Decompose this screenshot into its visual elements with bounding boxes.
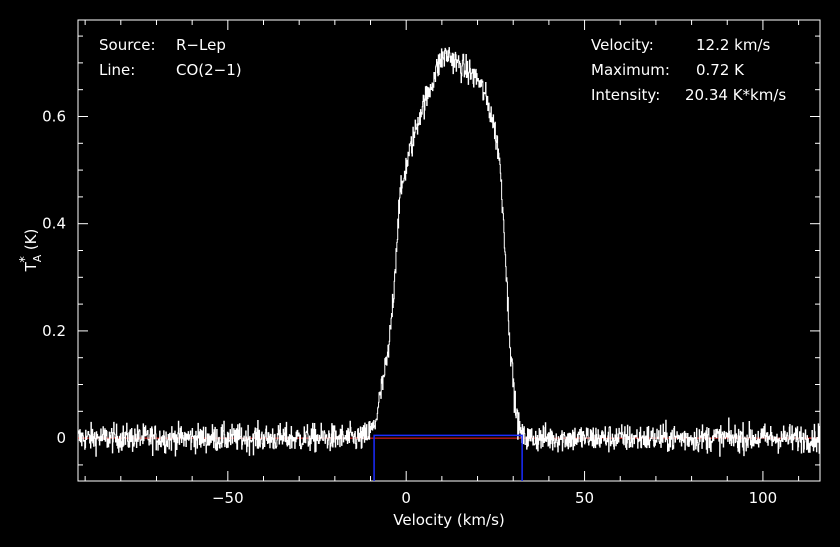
y-tick-label: 0.6 [42,107,66,125]
line-value: CO(2−1) [176,61,242,79]
x-axis-label: Velocity (km/s) [393,511,504,529]
y-axis-label-main: T [22,261,40,272]
integration-window [373,434,523,481]
x-tick-label: 50 [575,489,594,507]
y-tick-label: 0 [56,429,66,447]
maximum-key: Maximum: [591,61,670,79]
y-tick-label: 0.2 [42,322,66,340]
line-key: Line: [99,61,135,79]
tick-labels: −50 0 50 100 0 0.2 0.4 0.6 [42,107,777,507]
intensity-key: Intensity: [591,86,660,104]
velocity-value: 12.2 km/s [696,36,771,54]
y-tick-label: 0.4 [42,215,66,233]
intensity-value: 20.34 K*km/s [685,86,786,104]
y-axis-label: TA* (K) [18,229,44,273]
info-right: Velocity: 12.2 km/s Maximum: 0.72 K Inte… [591,36,786,104]
velocity-key: Velocity: [591,36,654,54]
y-axis-label-sub: A [31,254,44,262]
info-left: Source: R−Lep Line: CO(2−1) [99,36,242,79]
x-tick-label: 0 [401,489,411,507]
source-value: R−Lep [176,36,226,54]
x-tick-label: 100 [749,489,778,507]
source-key: Source: [99,36,156,54]
y-axis-label-unit: (K) [22,229,40,251]
svg-text:TA*(K): TA* (K) [18,229,44,273]
y-axis-label-sup: * [18,256,33,263]
spectrum-line [77,47,821,457]
maximum-value: 0.72 K [696,61,745,79]
x-tick-label: −50 [212,489,244,507]
